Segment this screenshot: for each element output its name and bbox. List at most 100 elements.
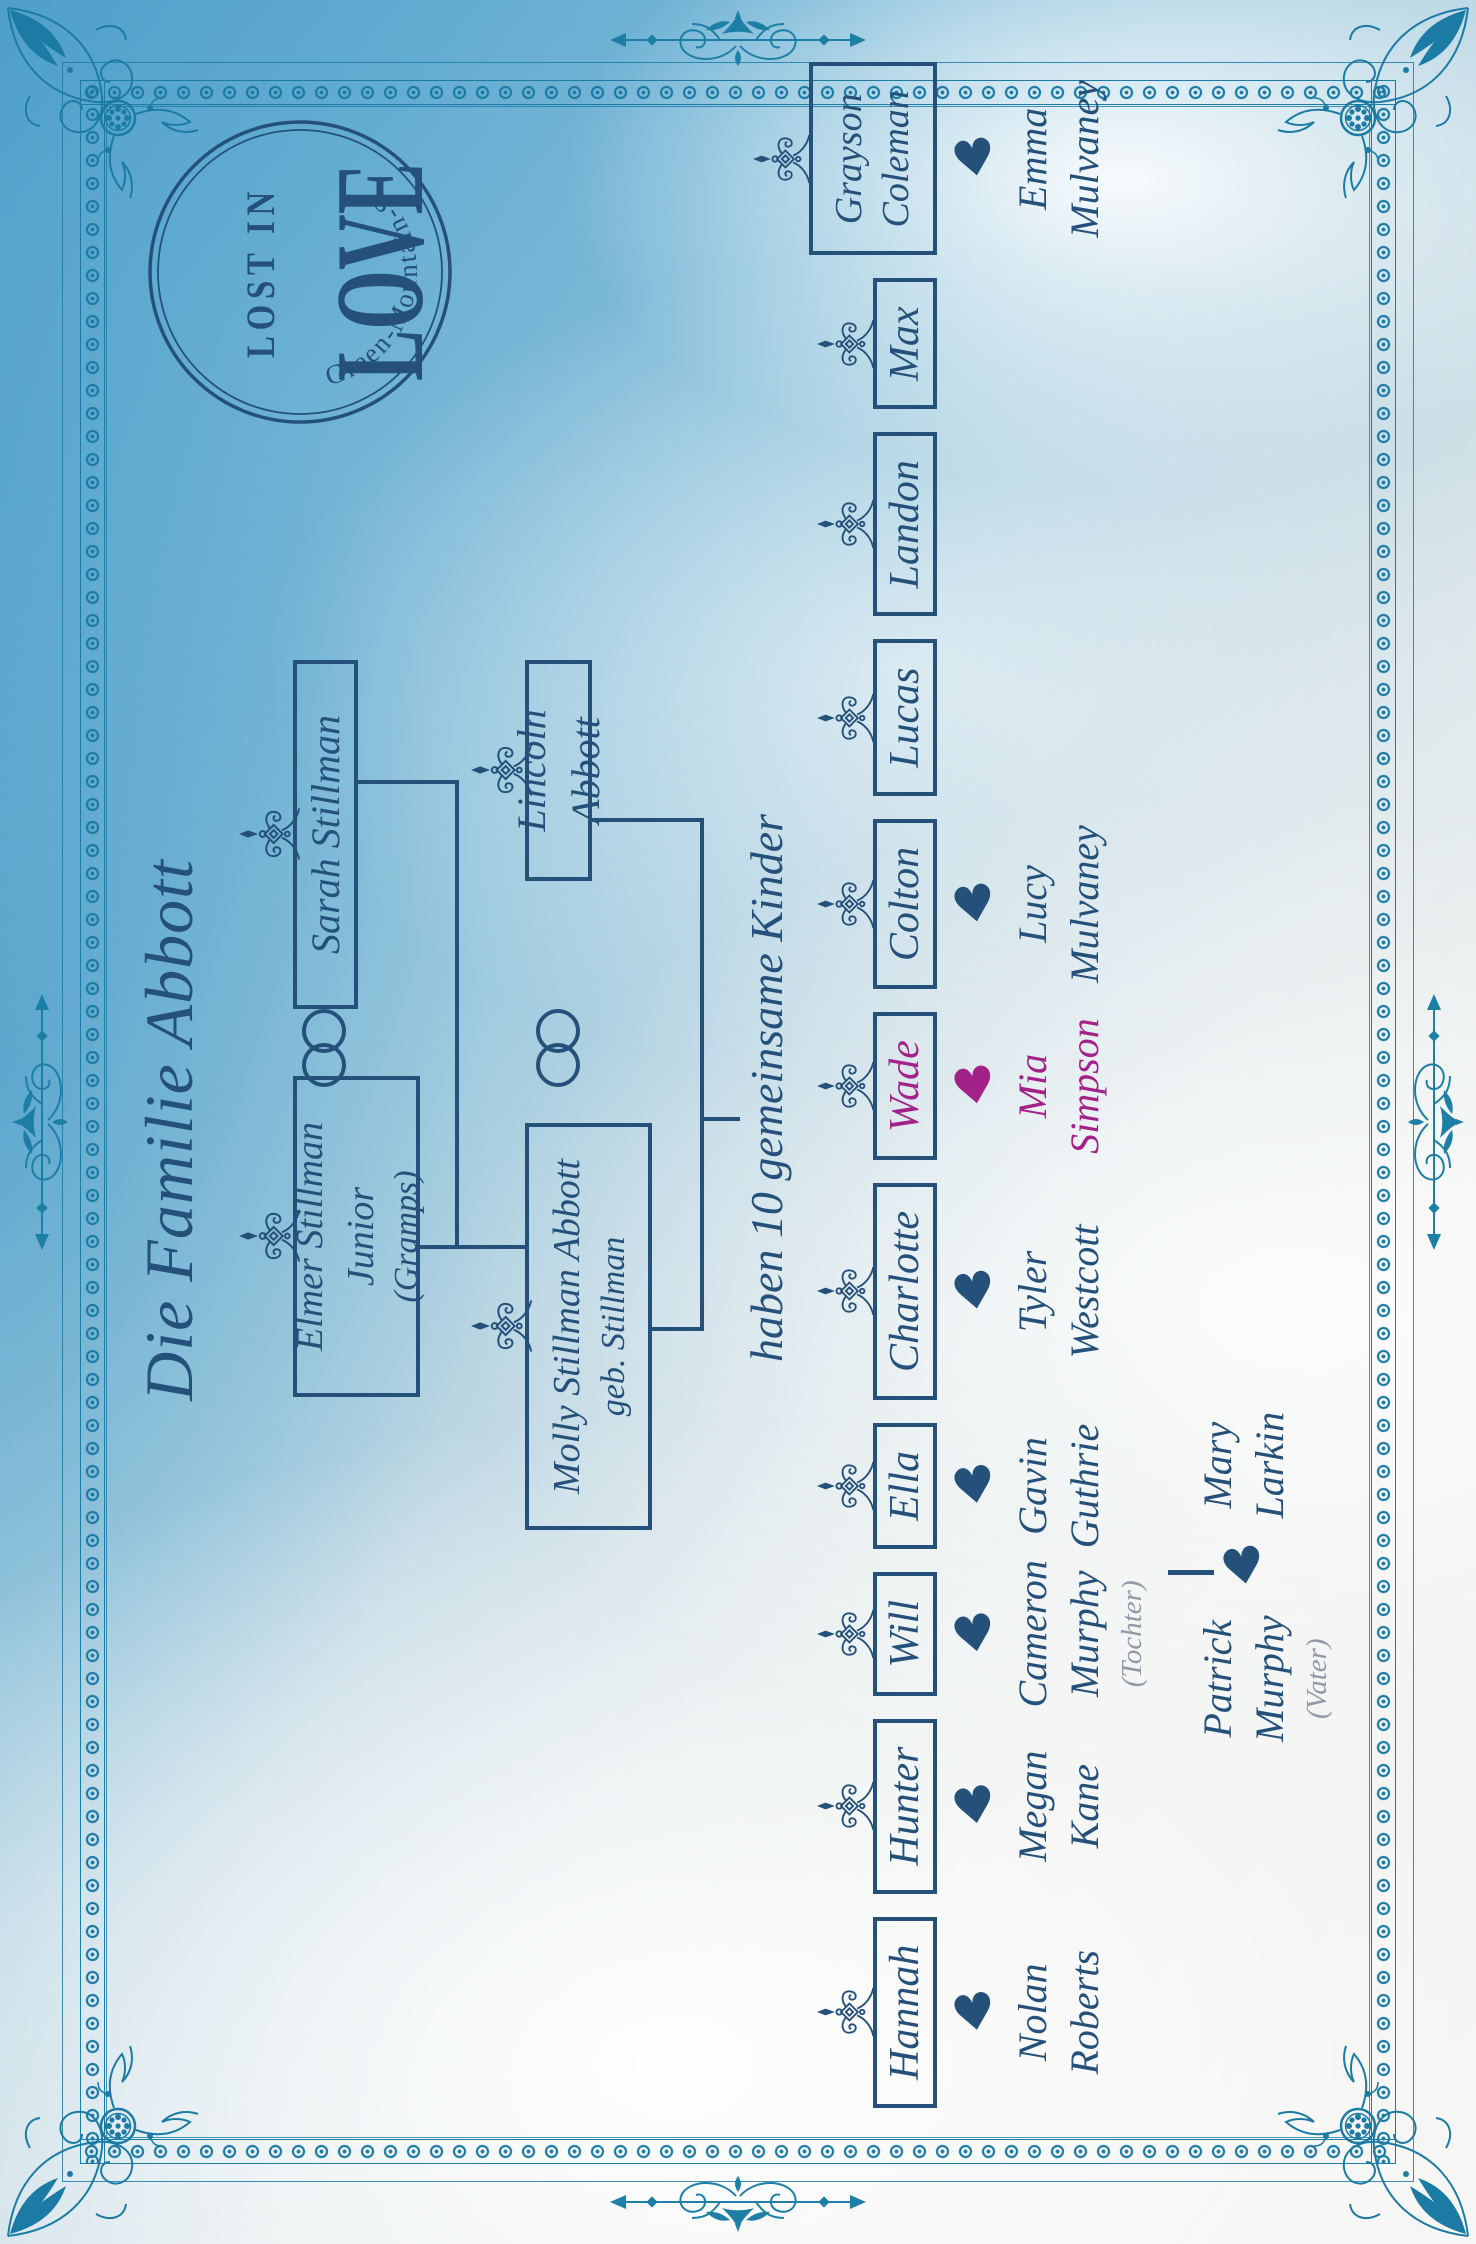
child-cell: Hannah ♥ Nolan Roberts [809,1916,1107,2108]
child-cell: Colton ♥ Lucy Mulvaney [809,818,1107,990]
frame-inner-rule [106,106,1370,2138]
child-cell: Grayson Coleman ♥ Emma Mulvaney [753,62,1107,256]
children-row: Hannah ♥ Nolan Roberts Hunter ♥ Megan Ka… [753,62,1148,2108]
ancestor-box-sarah: Sarah Stillman [239,660,358,1009]
edge-crest [1408,992,1464,1252]
partner-block: ♥ Gavin Guthrie [946,1423,1111,1549]
partner-block: ♥ Nolan Roberts [946,1950,1111,2074]
partner-first-name: Lucy [1010,865,1055,943]
box-finial-icon [239,1210,301,1263]
ancestor-box-elmer: Elmer Stillman Junior (Gramps) [239,1076,425,1397]
child-name-box: Ella [873,1422,937,1549]
child-name-box: Colton [873,818,937,990]
branch-ornament-icon [817,879,875,929]
corner-flourish-icon [7,7,134,134]
person-name-line: Larkin [1247,1411,1292,1519]
child-name-box: Landon [873,432,937,617]
frame-chain-band-right [1371,80,1396,2164]
corner-rosette-icon [97,2045,199,2147]
partner-block: ♥ Megan Kane [947,1750,1111,1862]
person-name-line: Murphy [1247,1615,1292,1742]
corner-flourish-icon [7,2110,134,2237]
partner-first-name: Emma [1010,107,1055,210]
edge-crest-icon [610,2176,866,2232]
partner-block: ♥ Lucy Mulvaney [946,825,1111,983]
heart-icon: ♥ [946,871,1002,937]
child-name-box: Will [873,1571,937,1696]
edge-crest-icon [610,10,866,66]
branch-ornament-icon [817,1782,875,1831]
box-finial-icon [471,744,533,797]
branch-ornament-icon [753,134,811,183]
heart-icon: ♥ [946,1601,1002,1667]
child-cell: Ella ♥ Gavin Guthrie [809,1422,1107,1549]
person-name: Molly Stillman Abbott [546,1159,589,1494]
children-caption: haben 10 gemeinsame Kinder [741,813,792,1363]
branch-ornament-icon [817,1461,875,1511]
extra-family-block: Patrick Murphy (Vater) ♥ Mary Larkin [1192,1412,1340,1742]
partner-first-name: Nolan [1010,1963,1055,2062]
connector-line [700,1117,740,1121]
partner-last-name: Mulvaney [1062,825,1107,983]
connector-line [455,780,459,1249]
partner-first-name: Gavin [1010,1437,1055,1535]
series-badge: Die Green-Mountain-Serie LOST IN LOVE [110,120,452,462]
partner-block: ♥ Mia Simpson [946,1018,1111,1154]
child-name-box: Lucas [873,639,937,796]
partner-first-name: Mia [1010,1053,1055,1119]
frame-chain-band-bottom [80,2139,1396,2164]
branch-ornament-icon [817,1609,875,1658]
extra-partner: Mary Larkin [1192,1412,1296,1519]
branch-ornament-icon [817,1061,875,1111]
badge-inner-ring-icon [157,129,443,415]
child-cell: Landon [809,432,937,617]
child-cell: Lucas [809,639,937,796]
child-name-box: Hannah [873,1916,937,2108]
edge-crest-icon [1408,994,1464,1250]
heart-icon: ♥ [1215,1534,1271,1600]
person-note: geb. Stillman [594,1236,632,1417]
heart-icon: ♥ [946,1053,1002,1119]
branch-ornament-icon [817,500,875,549]
partner-last-name: Guthrie [1062,1423,1107,1549]
partner-last-name: Kane [1062,1763,1107,1849]
edge-crest-icon [12,994,68,1250]
partner-first-name: Cameron [1010,1560,1055,1708]
page-title: Die Familie Abbott [131,859,207,1401]
badge-ring-icon [148,120,452,424]
corner-flourish-icon [1342,2110,1469,2237]
person-name: Sarah Stillman [302,715,348,954]
heart-icon: ♥ [946,1453,1002,1519]
child-cell: Hunter ♥ Megan Kane [809,1718,1107,1894]
branch-ornament-icon [817,1988,875,2037]
edge-crest [12,992,68,1252]
marriage-rings-icon [536,1009,580,1087]
partner-first-name: Megan [1010,1750,1055,1862]
corner-rosette-icon [97,97,199,199]
partner-block: ♥ Tyler Westcott [946,1224,1111,1358]
child-cell: Charlotte ♥ Tyler Westcott [809,1182,1107,1400]
child-name-box: Hunter [873,1718,937,1894]
branch-ornament-icon [817,1267,875,1316]
parent-box-molly: Molly Stillman Abbott geb. Stillman [471,1123,652,1530]
marriage-rings-icon [302,1009,346,1087]
frame-chain-band-top [80,80,1396,105]
partner-block: ♥ Cameron Murphy (Tochter) [946,1560,1155,1708]
partner-first-name: Tyler [1010,1250,1055,1333]
child-cell: Wade ♥ Mia Simpson [809,1012,1107,1160]
child-cell: Max [809,278,937,410]
heart-icon: ♥ [946,1259,1002,1324]
partner-note: (Tochter) [1116,1580,1148,1688]
child-name-box: Max [873,278,937,410]
corner-rosette-icon [1277,97,1379,199]
family-tree-stage: Die Green-Mountain-Serie LOST IN LOVE Di… [66,62,1410,2178]
box-finial-icon [239,808,301,861]
heart-icon: ♥ [946,1979,1002,2045]
connector-line [358,780,457,784]
corner-rosette-icon [1277,2045,1379,2147]
parent-box-lincoln: Lincoln Abbott [471,660,608,881]
person-name-line: Mary [1195,1421,1240,1509]
connector-line [420,1245,527,1249]
person-note: (Vater) [1301,1638,1333,1719]
